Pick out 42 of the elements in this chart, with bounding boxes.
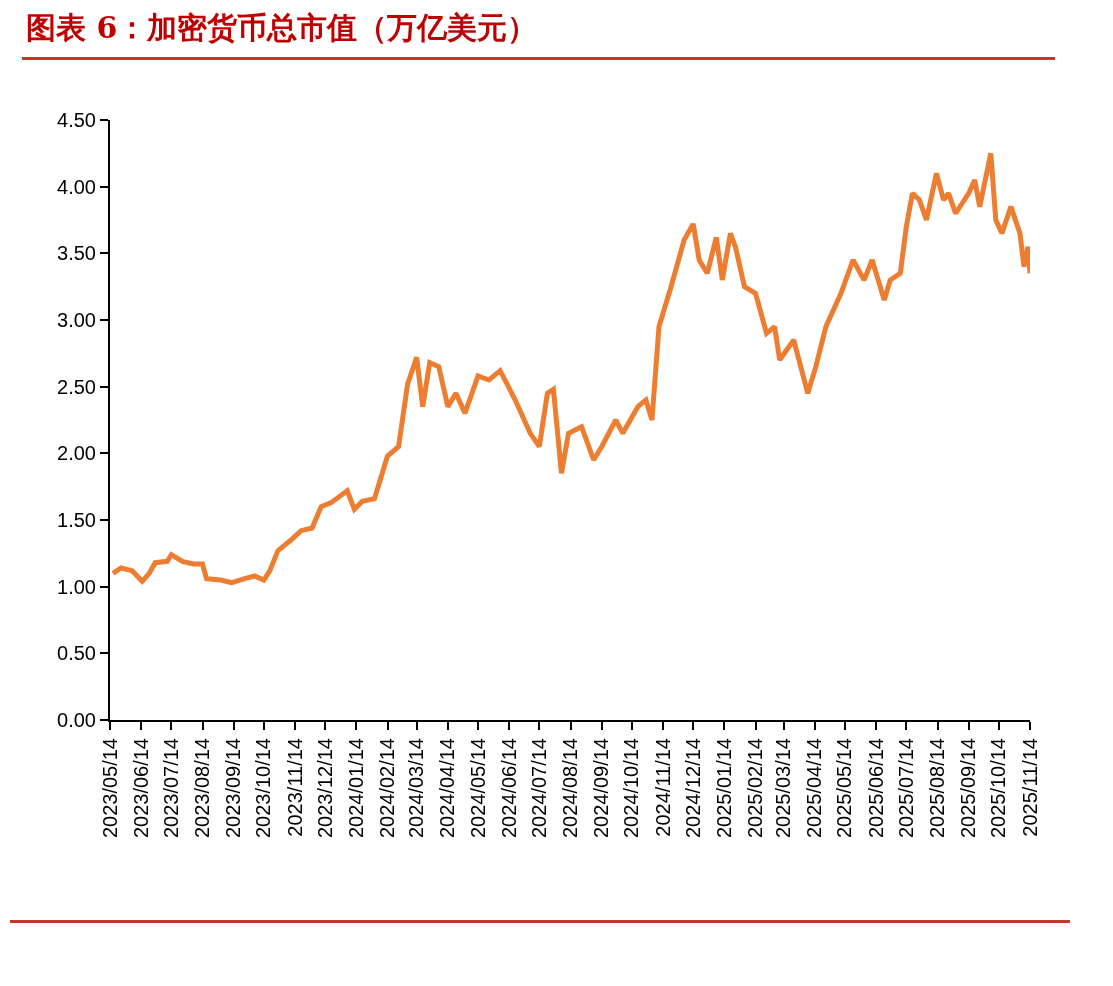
x-tick-label: 2025/03/14 <box>772 738 795 839</box>
x-tick-label: 2023/08/14 <box>191 738 213 839</box>
x-tick-label: 2025/08/14 <box>926 738 948 839</box>
x-tick-label: 2023/05/14 <box>98 738 121 839</box>
x-tick-label: 2024/03/14 <box>405 738 428 839</box>
x-tick-label: 2023/07/14 <box>159 738 182 839</box>
y-tick-label: 4.00 <box>57 175 96 198</box>
y-tick-label: 1.50 <box>57 509 96 531</box>
chart-title: 图表 6：加密货币总市值（万亿美元） <box>22 8 1055 60</box>
y-tick-label: 0.50 <box>57 642 96 665</box>
x-tick-label: 2024/06/14 <box>497 738 520 839</box>
x-tick-label: 2025/11/14 <box>1018 738 1041 837</box>
y-tick-label: 1.00 <box>57 575 96 598</box>
x-tick-label: 2024/02/14 <box>376 738 399 839</box>
y-tick-label: 4.50 <box>57 109 96 131</box>
x-tick-label: 2023/11/14 <box>283 738 306 837</box>
x-tick-label: 2025/09/14 <box>957 738 980 839</box>
x-tick-label: 2024/04/14 <box>436 738 459 839</box>
y-tick-label: 3.50 <box>57 242 96 265</box>
x-tick-label: 2025/01/14 <box>712 738 735 839</box>
x-tick-label: 2025/07/14 <box>894 738 917 839</box>
x-tick-label: 2025/04/14 <box>803 738 826 839</box>
x-tick-label: 2024/09/14 <box>590 738 613 839</box>
x-tick-label: 2023/12/14 <box>313 738 336 839</box>
x-tick-label: 2024/01/14 <box>344 738 367 839</box>
x-tick-label: 2024/10/14 <box>620 738 643 839</box>
x-tick-label: 2023/10/14 <box>252 738 275 839</box>
x-tick-label: 2023/09/14 <box>222 738 245 839</box>
y-tick-label: 0.00 <box>57 709 96 731</box>
x-tick-label: 2025/10/14 <box>987 738 1010 839</box>
y-tick-label: 2.00 <box>57 442 96 465</box>
x-tick-label: 2023/06/14 <box>129 738 152 839</box>
x-tick-label: 2024/07/14 <box>527 738 550 839</box>
y-tick-label: 2.50 <box>57 375 96 398</box>
x-tick-label: 2024/12/14 <box>681 738 704 839</box>
x-tick-label: 2024/05/14 <box>466 738 489 839</box>
y-tick-label: 3.00 <box>57 309 96 331</box>
x-tick-label: 2025/05/14 <box>833 738 856 839</box>
x-tick-label: 2024/11/14 <box>651 738 674 837</box>
x-tick-label: 2024/08/14 <box>559 738 581 839</box>
x-tick-label: 2025/06/14 <box>864 738 887 839</box>
x-tick-label: 2025/02/14 <box>744 738 767 839</box>
